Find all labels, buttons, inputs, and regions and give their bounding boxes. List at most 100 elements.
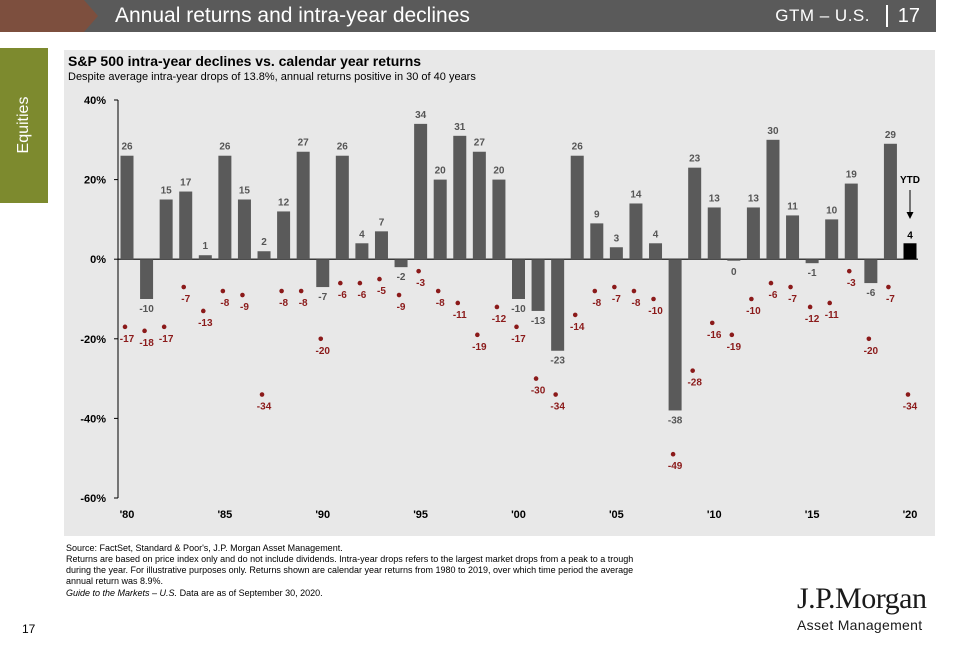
return-label: 19 <box>846 170 858 181</box>
decline-label: -17 <box>120 334 135 345</box>
decline-point <box>886 284 891 290</box>
return-label: -7 <box>318 292 327 303</box>
return-bar <box>218 155 232 260</box>
decline-point <box>181 284 187 290</box>
decline-label: -8 <box>631 298 640 309</box>
decline-point <box>612 284 617 290</box>
ytd-arrow-head <box>906 212 914 219</box>
page-title: Annual returns and intra-year declines <box>115 4 470 27</box>
decline-label: -30 <box>531 386 546 397</box>
footnote-source: Source: FactSet, Standard & Poor's, J.P.… <box>66 543 343 553</box>
return-label: 15 <box>239 186 251 197</box>
decline-label: -18 <box>139 338 154 349</box>
decline-point <box>455 300 461 306</box>
x-tick-label: '05 <box>609 509 624 521</box>
decline-label: -7 <box>788 294 797 305</box>
return-bar <box>766 139 780 260</box>
return-label: 1 <box>203 241 209 252</box>
decline-point <box>240 292 245 298</box>
x-tick-label: '85 <box>217 509 232 521</box>
return-label: 2 <box>261 237 267 248</box>
decline-label: -6 <box>357 290 366 301</box>
x-tick-label: '15 <box>805 509 820 521</box>
decline-point <box>259 392 265 397</box>
decline-point <box>807 304 813 310</box>
return-bar <box>864 259 878 284</box>
return-bar <box>237 199 251 260</box>
return-bar <box>140 259 154 299</box>
decline-point <box>709 320 715 326</box>
decline-point <box>749 296 754 302</box>
return-label: 14 <box>630 189 642 200</box>
decline-label: -11 <box>825 310 839 321</box>
decline-point <box>396 292 402 298</box>
footnote-line: Returns are based on price index only an… <box>66 554 634 564</box>
return-label: 30 <box>767 126 779 137</box>
return-label: 11 <box>787 201 798 212</box>
decline-point <box>161 324 167 330</box>
decline-label: -34 <box>257 402 272 413</box>
decline-point <box>788 284 793 290</box>
return-label: -1 <box>808 268 817 279</box>
decline-label: -12 <box>492 314 507 325</box>
decline-label: -49 <box>668 461 683 472</box>
decline-point <box>572 312 578 318</box>
x-tick-label: '80 <box>120 509 135 521</box>
decline-point <box>846 268 852 274</box>
return-bar <box>472 151 486 260</box>
return-label: 4 <box>653 229 659 240</box>
decline-point <box>357 280 363 286</box>
return-label: 13 <box>748 193 760 204</box>
return-bar <box>335 155 349 260</box>
return-label: 26 <box>337 142 349 153</box>
decline-point <box>318 336 324 342</box>
decline-point <box>494 304 500 310</box>
ytd-return-label: 4 <box>907 230 913 241</box>
return-label: -2 <box>397 272 406 283</box>
header-page-number: 17 <box>897 5 920 27</box>
return-label: 34 <box>415 110 427 121</box>
decline-point <box>631 288 637 294</box>
return-bar <box>277 211 291 260</box>
return-bar <box>531 259 545 311</box>
return-bar <box>786 215 800 260</box>
decline-label: -7 <box>612 294 621 305</box>
return-label: 23 <box>689 154 701 165</box>
return-label: 27 <box>298 138 310 149</box>
return-label: -10 <box>511 304 526 315</box>
decline-label: -17 <box>159 334 174 345</box>
return-bar <box>374 231 388 260</box>
return-label: 20 <box>435 166 447 177</box>
decline-label: -17 <box>511 334 526 345</box>
decline-point <box>729 332 735 338</box>
return-bar <box>414 123 428 260</box>
return-bar <box>453 135 467 260</box>
return-bar <box>590 223 604 260</box>
return-label: 31 <box>454 122 466 133</box>
return-bar <box>825 219 839 260</box>
return-bar <box>512 259 525 299</box>
return-bar <box>844 183 858 260</box>
footnote-line: during the year. For illustrative purpos… <box>66 565 634 575</box>
y-tick-label: 0% <box>90 254 106 266</box>
jpmorgan-logo-subtitle: Asset Management <box>797 617 923 633</box>
y-tick-label: 20% <box>84 175 106 187</box>
decline-point <box>514 324 519 330</box>
decline-point <box>298 288 304 294</box>
decline-point <box>827 300 832 306</box>
decline-label: -20 <box>864 346 879 357</box>
decline-point <box>592 288 598 294</box>
return-label: -6 <box>866 288 875 299</box>
decline-point <box>435 288 441 294</box>
decline-label: -12 <box>805 314 820 325</box>
decline-point <box>416 268 421 274</box>
x-tick-label: '20 <box>903 509 918 521</box>
decline-label: -6 <box>769 290 778 301</box>
decline-point <box>768 280 774 286</box>
return-label: 15 <box>161 186 173 197</box>
decline-point <box>142 328 147 334</box>
return-bar <box>355 243 369 260</box>
return-label: -10 <box>139 304 154 315</box>
return-label: 12 <box>278 197 290 208</box>
decline-point <box>279 288 284 294</box>
